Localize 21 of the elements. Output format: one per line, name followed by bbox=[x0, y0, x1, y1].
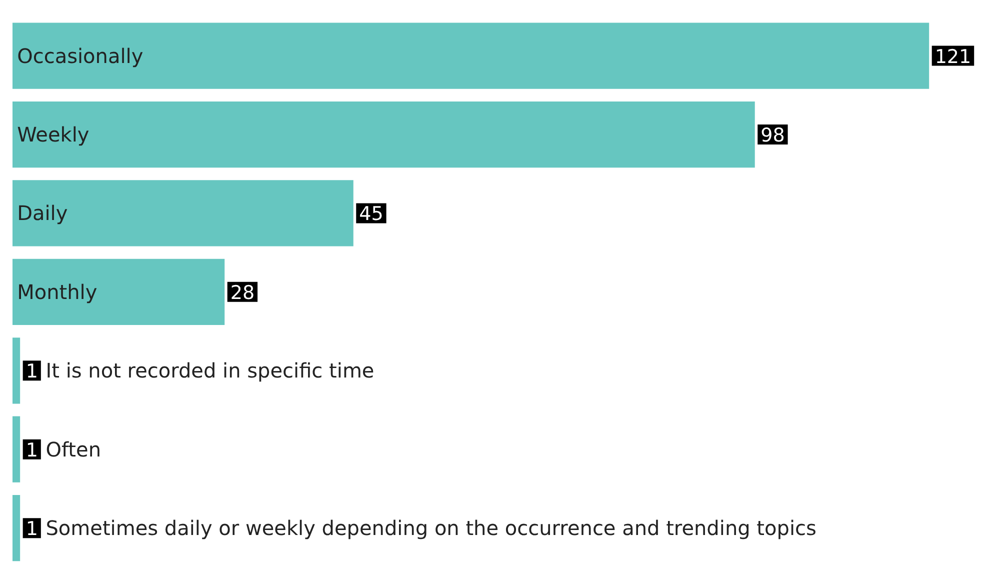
data-label: 121 bbox=[934, 46, 972, 68]
bar bbox=[12, 258, 225, 325]
bar bbox=[12, 416, 20, 482]
y-tick-label: Occasionally bbox=[17, 44, 144, 68]
data-label: 1 bbox=[26, 360, 38, 383]
bar bbox=[12, 22, 930, 89]
bar bbox=[12, 495, 20, 562]
y-tick-label: Monthly bbox=[17, 280, 98, 304]
y-tick-label: Sometimes daily or weekly depending on the occurrence and trending topics bbox=[46, 516, 816, 540]
y-tick-label: Daily bbox=[17, 201, 68, 226]
bar bbox=[12, 338, 20, 404]
data-label: 1 bbox=[26, 518, 38, 540]
y-tick-label: It is not recorded in specific time bbox=[46, 358, 374, 383]
bar bbox=[12, 101, 755, 168]
bar bbox=[12, 180, 354, 246]
data-label: 28 bbox=[230, 282, 255, 304]
data-label: 1 bbox=[26, 439, 38, 462]
data-label: 98 bbox=[760, 124, 785, 147]
y-tick-label: Weekly bbox=[17, 122, 90, 147]
y-tick-label: Often bbox=[46, 437, 102, 462]
data-label: 45 bbox=[359, 203, 384, 226]
